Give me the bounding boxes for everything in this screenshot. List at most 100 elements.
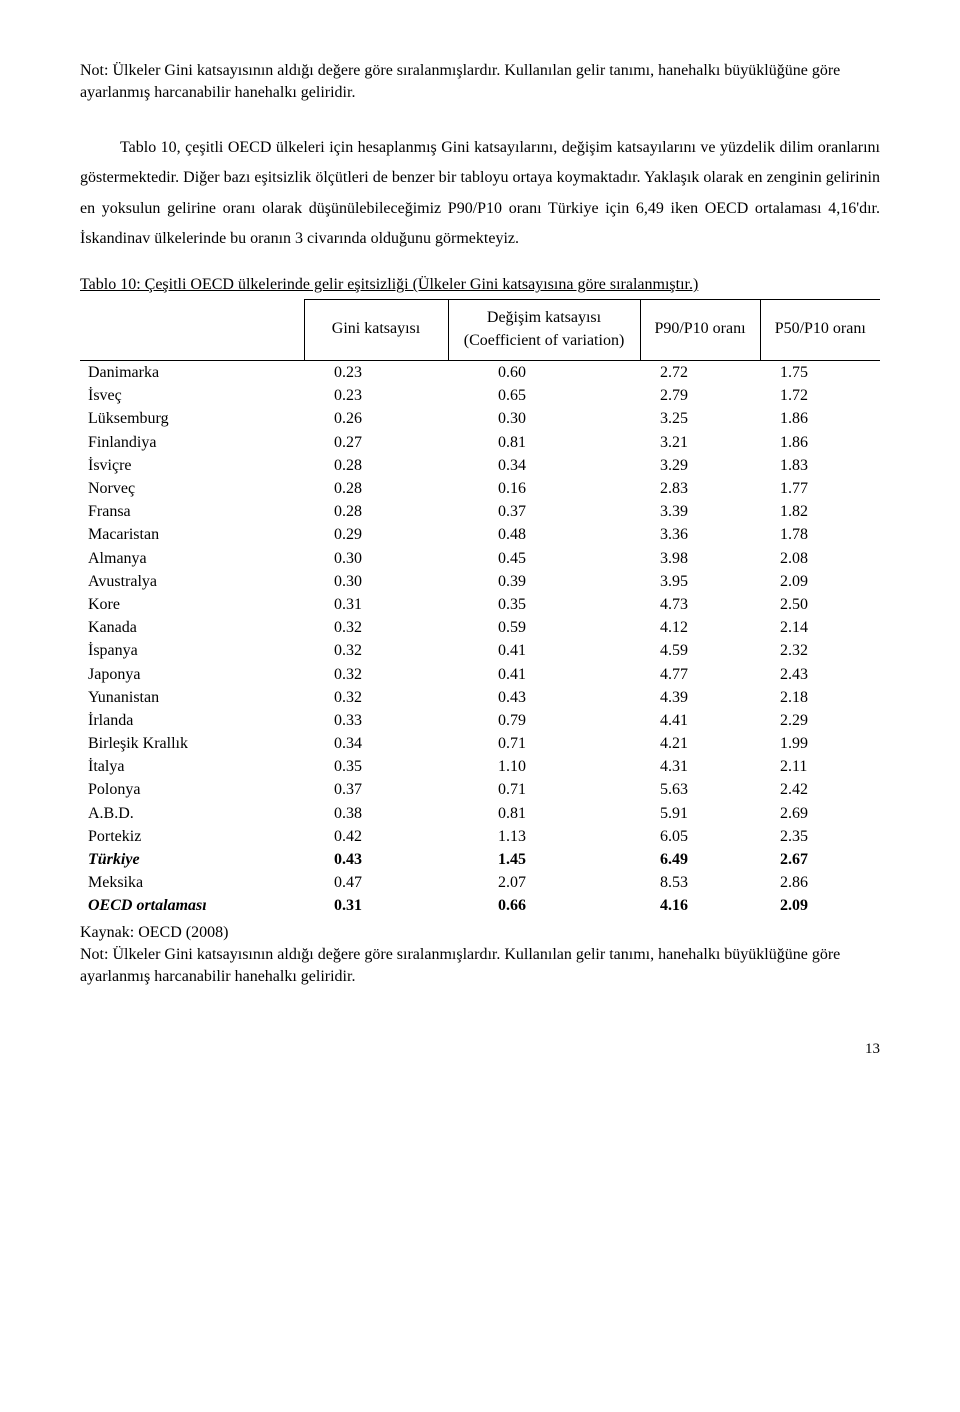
table-cell: 0.31 — [304, 593, 448, 616]
table-caption: Tablo 10: Çeşitli OECD ülkelerinde gelir… — [80, 274, 880, 296]
table-cell: 0.27 — [304, 431, 448, 454]
table-cell: 2.50 — [760, 593, 880, 616]
table-cell: 3.95 — [640, 570, 760, 593]
table-cell: 0.38 — [304, 802, 448, 825]
table-cell: 0.37 — [304, 778, 448, 801]
table-cell: 4.12 — [640, 616, 760, 639]
table-cell: 0.43 — [304, 848, 448, 871]
table-cell: Kore — [80, 593, 304, 616]
table-row: İsveç0.230.652.791.72 — [80, 384, 880, 407]
table-cell: 3.36 — [640, 523, 760, 546]
table-cell: İsviçre — [80, 454, 304, 477]
table-cell: 0.29 — [304, 523, 448, 546]
table-row: Danimarka0.230.602.721.75 — [80, 361, 880, 385]
table-cell: Polonya — [80, 778, 304, 801]
table-cell: 4.39 — [640, 686, 760, 709]
table-cell: 0.34 — [448, 454, 640, 477]
header-p50: P50/P10 oranı — [760, 299, 880, 360]
table-cell: 0.79 — [448, 709, 640, 732]
table-cell: 1.72 — [760, 384, 880, 407]
table-cell: 2.14 — [760, 616, 880, 639]
table-cell: İsveç — [80, 384, 304, 407]
table-row: Birleşik Krallık0.340.714.211.99 — [80, 732, 880, 755]
table-row: Polonya0.370.715.632.42 — [80, 778, 880, 801]
table-cell: Birleşik Krallık — [80, 732, 304, 755]
table-row: Kanada0.320.594.122.14 — [80, 616, 880, 639]
table-cell: 0.32 — [304, 616, 448, 639]
table-cell: Portekiz — [80, 825, 304, 848]
table-cell: 1.83 — [760, 454, 880, 477]
table-cell: 2.11 — [760, 755, 880, 778]
table-cell: İrlanda — [80, 709, 304, 732]
table-cell: 0.28 — [304, 454, 448, 477]
table-cell: 0.71 — [448, 732, 640, 755]
table-cell: 1.82 — [760, 500, 880, 523]
table-cell: 1.45 — [448, 848, 640, 871]
table-cell: 0.66 — [448, 894, 640, 917]
table-cell: 0.34 — [304, 732, 448, 755]
table-cell: 3.39 — [640, 500, 760, 523]
table-row: Almanya0.300.453.982.08 — [80, 547, 880, 570]
table-cell: 0.41 — [448, 639, 640, 662]
table-row: Türkiye0.431.456.492.67 — [80, 848, 880, 871]
table-cell: 0.41 — [448, 663, 640, 686]
table-cell: 1.13 — [448, 825, 640, 848]
table-cell: 2.79 — [640, 384, 760, 407]
note-top: Not: Ülkeler Gini katsayısının aldığı de… — [80, 60, 880, 105]
table-row: Macaristan0.290.483.361.78 — [80, 523, 880, 546]
table-cell: Avustralya — [80, 570, 304, 593]
table-cell: 5.63 — [640, 778, 760, 801]
table-cell: A.B.D. — [80, 802, 304, 825]
table-cell: 1.78 — [760, 523, 880, 546]
table-cell: 0.48 — [448, 523, 640, 546]
table-cell: Kanada — [80, 616, 304, 639]
table-cell: 2.35 — [760, 825, 880, 848]
table-cell: 0.26 — [304, 407, 448, 430]
table-cell: 2.42 — [760, 778, 880, 801]
table-row: Meksika0.472.078.532.86 — [80, 871, 880, 894]
table-cell: Macaristan — [80, 523, 304, 546]
table-row: İspanya0.320.414.592.32 — [80, 639, 880, 662]
header-p90: P90/P10 oranı — [640, 299, 760, 360]
table-cell: Fransa — [80, 500, 304, 523]
table-cell: 2.09 — [760, 570, 880, 593]
table-cell: 1.75 — [760, 361, 880, 385]
table-cell: Japonya — [80, 663, 304, 686]
table-cell: 4.59 — [640, 639, 760, 662]
table-cell: 0.31 — [304, 894, 448, 917]
table-cell: 8.53 — [640, 871, 760, 894]
table-row: Kore0.310.354.732.50 — [80, 593, 880, 616]
page-number: 13 — [80, 1039, 880, 1060]
table-cell: 0.32 — [304, 663, 448, 686]
table-cell: 1.10 — [448, 755, 640, 778]
table-cell: Türkiye — [80, 848, 304, 871]
table-cell: 0.65 — [448, 384, 640, 407]
table-cell: 0.23 — [304, 384, 448, 407]
table-row: Avustralya0.300.393.952.09 — [80, 570, 880, 593]
table-cell: 2.07 — [448, 871, 640, 894]
table-cell: 1.77 — [760, 477, 880, 500]
table-cell: 2.09 — [760, 894, 880, 917]
table-cell: Yunanistan — [80, 686, 304, 709]
table-cell: 2.08 — [760, 547, 880, 570]
table-cell: İspanya — [80, 639, 304, 662]
table-cell: 2.83 — [640, 477, 760, 500]
table-cell: 6.05 — [640, 825, 760, 848]
table-cell: 0.33 — [304, 709, 448, 732]
table-cell: 0.35 — [304, 755, 448, 778]
table-cell: 0.45 — [448, 547, 640, 570]
table-cell: 0.81 — [448, 802, 640, 825]
table-cell: Norveç — [80, 477, 304, 500]
table-cell: 3.25 — [640, 407, 760, 430]
table-cell: 4.16 — [640, 894, 760, 917]
table-cell: 0.71 — [448, 778, 640, 801]
table-cell: 4.21 — [640, 732, 760, 755]
table-row: Portekiz0.421.136.052.35 — [80, 825, 880, 848]
main-paragraph: Tablo 10, çeşitli OECD ülkeleri için hes… — [80, 133, 880, 255]
table-cell: 0.30 — [448, 407, 640, 430]
table-cell: 2.69 — [760, 802, 880, 825]
header-gini: Gini katsayısı — [304, 299, 448, 360]
table-cell: 0.42 — [304, 825, 448, 848]
table-cell: 0.47 — [304, 871, 448, 894]
table-row: Yunanistan0.320.434.392.18 — [80, 686, 880, 709]
